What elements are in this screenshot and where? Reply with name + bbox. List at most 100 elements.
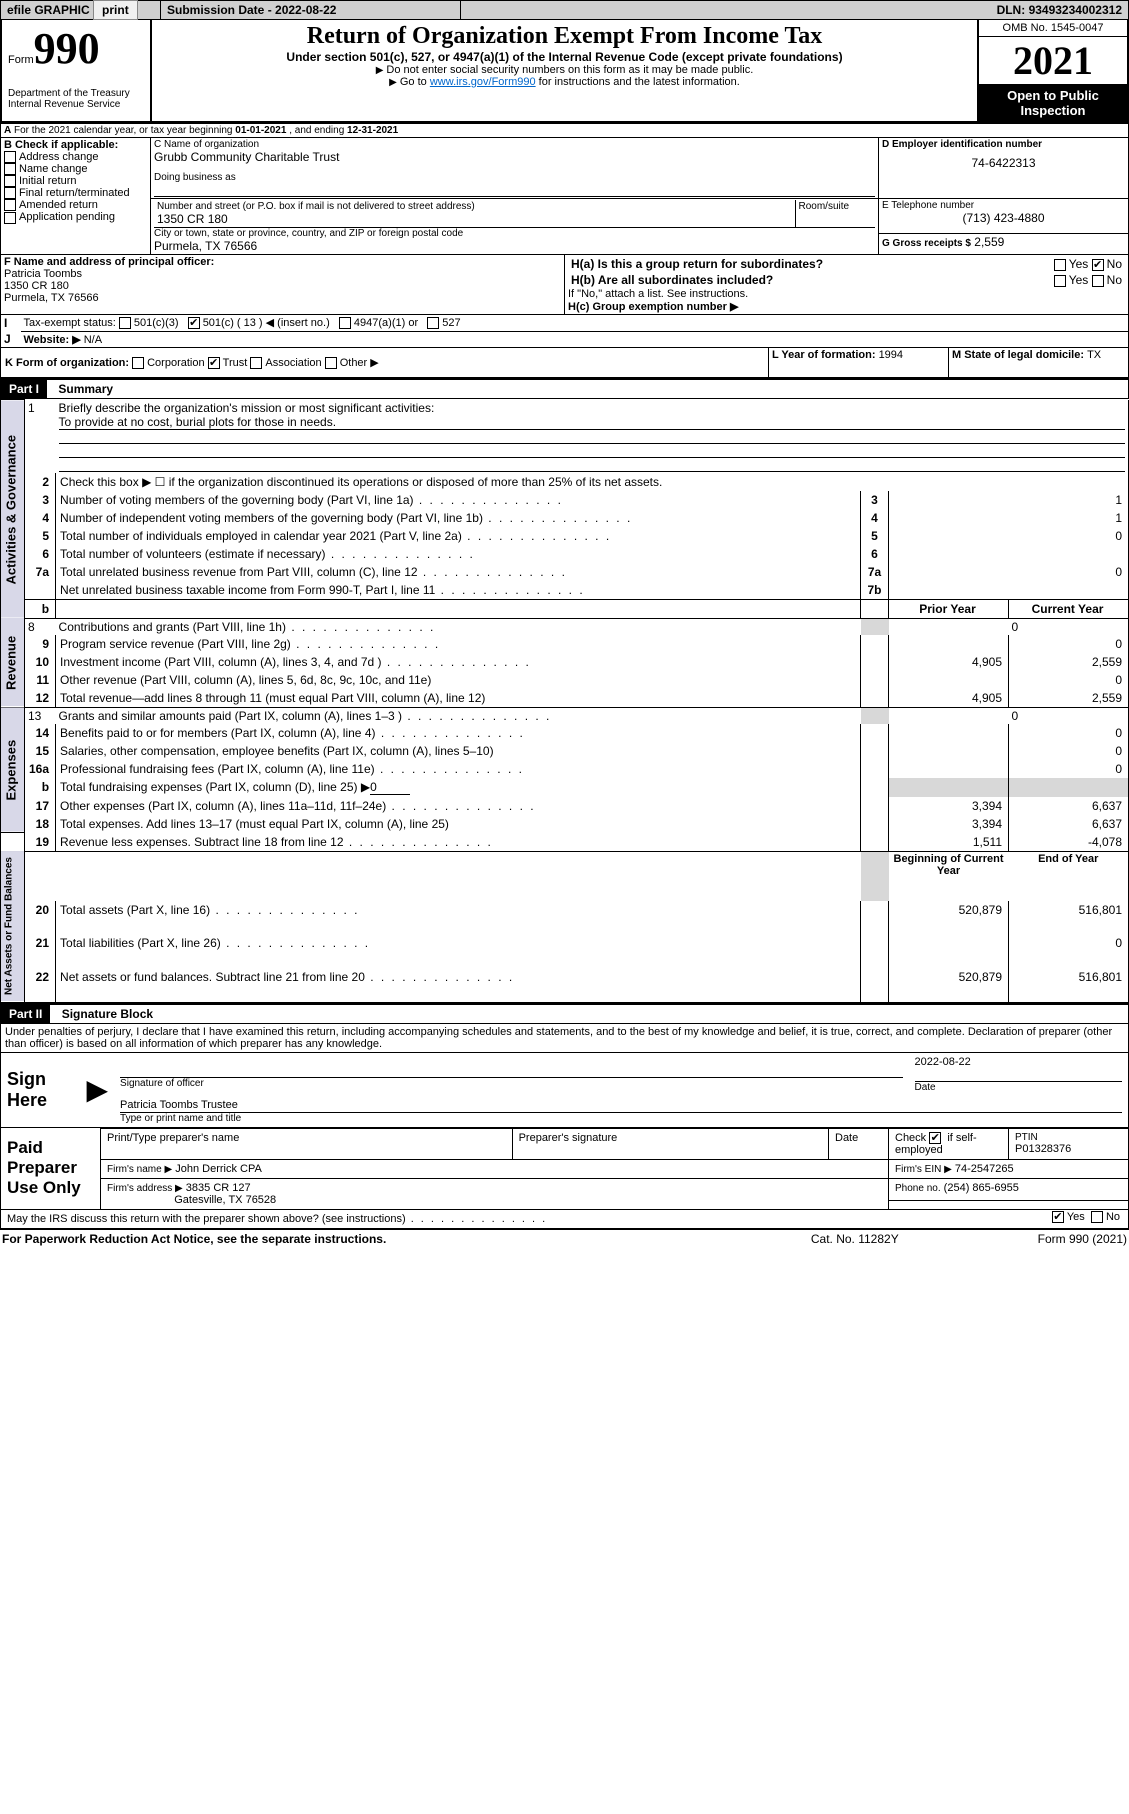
boy-hdr: Beginning of Current Year xyxy=(889,851,1009,900)
ha-label: H(a) Is this a group return for subordin… xyxy=(571,257,823,271)
hb-yes: Yes xyxy=(1069,273,1089,287)
city-label: City or town, state or province, country… xyxy=(154,227,875,239)
p1-l12: Total revenue—add lines 8 through 11 (mu… xyxy=(56,689,861,708)
k-o3: Association xyxy=(265,357,321,369)
org-name: Grubb Community Charitable Trust xyxy=(154,150,875,164)
irs-link[interactable]: www.irs.gov/Form990 xyxy=(430,76,536,88)
p1-l6v xyxy=(889,545,1129,563)
date-label: Date xyxy=(915,1082,1123,1093)
gross-receipts: 2,559 xyxy=(974,235,1004,249)
cb-assoc[interactable] xyxy=(250,357,262,369)
street: 1350 CR 180 xyxy=(157,212,792,226)
l21e: 0 xyxy=(1009,934,1129,968)
officer-addr2: Purmela, TX 76566 xyxy=(4,292,99,304)
cb-amended[interactable] xyxy=(4,199,16,211)
cb-discuss-no[interactable] xyxy=(1091,1211,1103,1223)
cb-initial[interactable] xyxy=(4,175,16,187)
dba-value xyxy=(154,183,875,197)
ptin-label: PTIN xyxy=(1015,1132,1122,1143)
dln-value: 93493234002312 xyxy=(1029,3,1122,17)
eoy-hdr: End of Year xyxy=(1009,851,1129,900)
j-label: Website: ▶ xyxy=(24,334,81,346)
form-header: Form990 Department of the Treasury Inter… xyxy=(0,20,1129,123)
firm-phone-label: Phone no. xyxy=(895,1183,941,1194)
cb-address-change[interactable] xyxy=(4,151,16,163)
cb-final[interactable] xyxy=(4,187,16,199)
firm-ein-label: Firm's EIN ▶ xyxy=(895,1164,952,1175)
sign-arrow-icon: ▶ xyxy=(81,1053,115,1128)
ha-no: No xyxy=(1107,257,1122,271)
cb-discuss-yes[interactable] xyxy=(1052,1211,1064,1223)
dept-treasury: Department of the Treasury xyxy=(8,88,144,99)
b-o5: Amended return xyxy=(19,199,98,211)
p1-l19: Revenue less expenses. Subtract line 18 … xyxy=(56,833,861,852)
year-formation: 1994 xyxy=(879,349,903,361)
p1-l8: Contributions and grants (Part VIII, lin… xyxy=(56,618,861,635)
officer-name: Patricia Toombs xyxy=(4,268,82,280)
mission-line3 xyxy=(59,444,1125,458)
p1-l20: Total assets (Part X, line 16) xyxy=(56,901,861,935)
state-domicile: TX xyxy=(1087,349,1101,361)
l16bv: 0 xyxy=(370,780,410,795)
l8c: 0 xyxy=(1009,618,1129,635)
hc-label: H(c) Group exemption number ▶ xyxy=(568,301,738,313)
l9c: 0 xyxy=(1009,635,1129,653)
p1-l7bv xyxy=(889,581,1129,600)
cb-corp[interactable] xyxy=(132,357,144,369)
l21b xyxy=(889,934,1009,968)
l18c: 6,637 xyxy=(1009,815,1129,833)
l8p xyxy=(889,618,1009,635)
cb-ha-yes[interactable] xyxy=(1054,259,1066,271)
cb-501c[interactable] xyxy=(188,317,200,329)
p1-l14: Benefits paid to or for members (Part IX… xyxy=(56,724,861,742)
city: Purmela, TX 76566 xyxy=(154,239,875,253)
l19p: 1,511 xyxy=(889,833,1009,852)
print-button[interactable]: print xyxy=(93,0,138,20)
cb-hb-no[interactable] xyxy=(1092,275,1104,287)
firm-addr1: 3835 CR 127 xyxy=(186,1182,251,1194)
discuss-yes: Yes xyxy=(1067,1211,1085,1223)
paid-preparer-label: Paid Preparer Use Only xyxy=(1,1128,101,1209)
paid-preparer-block: Paid Preparer Use Only Print/Type prepar… xyxy=(0,1128,1129,1210)
cb-ha-no[interactable] xyxy=(1092,259,1104,271)
b-o2: Name change xyxy=(19,163,88,175)
cb-pending[interactable] xyxy=(4,212,16,224)
vtab-netassets: Net Assets or Fund Balances xyxy=(1,851,25,1002)
p1-l21: Total liabilities (Part X, line 26) xyxy=(56,934,861,968)
k-o1: Corporation xyxy=(147,357,204,369)
g-label: G Gross receipts $ xyxy=(882,238,971,249)
cb-501c3[interactable] xyxy=(119,317,131,329)
l10c: 2,559 xyxy=(1009,653,1129,671)
curr-year-hdr: Current Year xyxy=(1009,599,1129,618)
a-date1: 01-01-2021 xyxy=(235,125,286,136)
p1-l10: Investment income (Part VIII, column (A)… xyxy=(56,653,861,671)
may-discuss-row: May the IRS discuss this return with the… xyxy=(0,1210,1129,1229)
sign-here-label: Sign Here xyxy=(1,1053,81,1128)
mission-line2 xyxy=(59,430,1125,444)
l22b: 520,879 xyxy=(889,968,1009,1003)
cb-hb-yes[interactable] xyxy=(1054,275,1066,287)
ptin: P01328376 xyxy=(1015,1143,1122,1155)
l9p xyxy=(889,635,1009,653)
type-name-label: Type or print name and title xyxy=(120,1113,1122,1124)
officer-signature-line[interactable] xyxy=(120,1056,902,1078)
cb-trust[interactable] xyxy=(208,357,220,369)
form-subtitle: Under section 501(c), 527, or 4947(a)(1)… xyxy=(158,50,971,64)
sig-officer-label: Signature of officer xyxy=(120,1078,902,1089)
p1-l1: Briefly describe the organization's miss… xyxy=(59,401,435,415)
cb-other[interactable] xyxy=(325,357,337,369)
l15c: 0 xyxy=(1009,742,1129,760)
ein: 74-6422313 xyxy=(882,150,1125,176)
omb-number: OMB No. 1545-0047 xyxy=(979,20,1127,37)
form-word: Form xyxy=(8,54,34,66)
discuss-no: No xyxy=(1106,1211,1120,1223)
website: N/A xyxy=(84,334,102,346)
cb-self-employed[interactable] xyxy=(929,1132,941,1144)
form-number: 990 xyxy=(34,24,100,73)
cb-4947[interactable] xyxy=(339,317,351,329)
cb-name-change[interactable] xyxy=(4,163,16,175)
part2-header: Part II Signature Block xyxy=(0,1003,1129,1024)
cb-527[interactable] xyxy=(427,317,439,329)
p1-l4: Number of independent voting members of … xyxy=(56,509,861,527)
k-o4: Other ▶ xyxy=(340,357,379,369)
